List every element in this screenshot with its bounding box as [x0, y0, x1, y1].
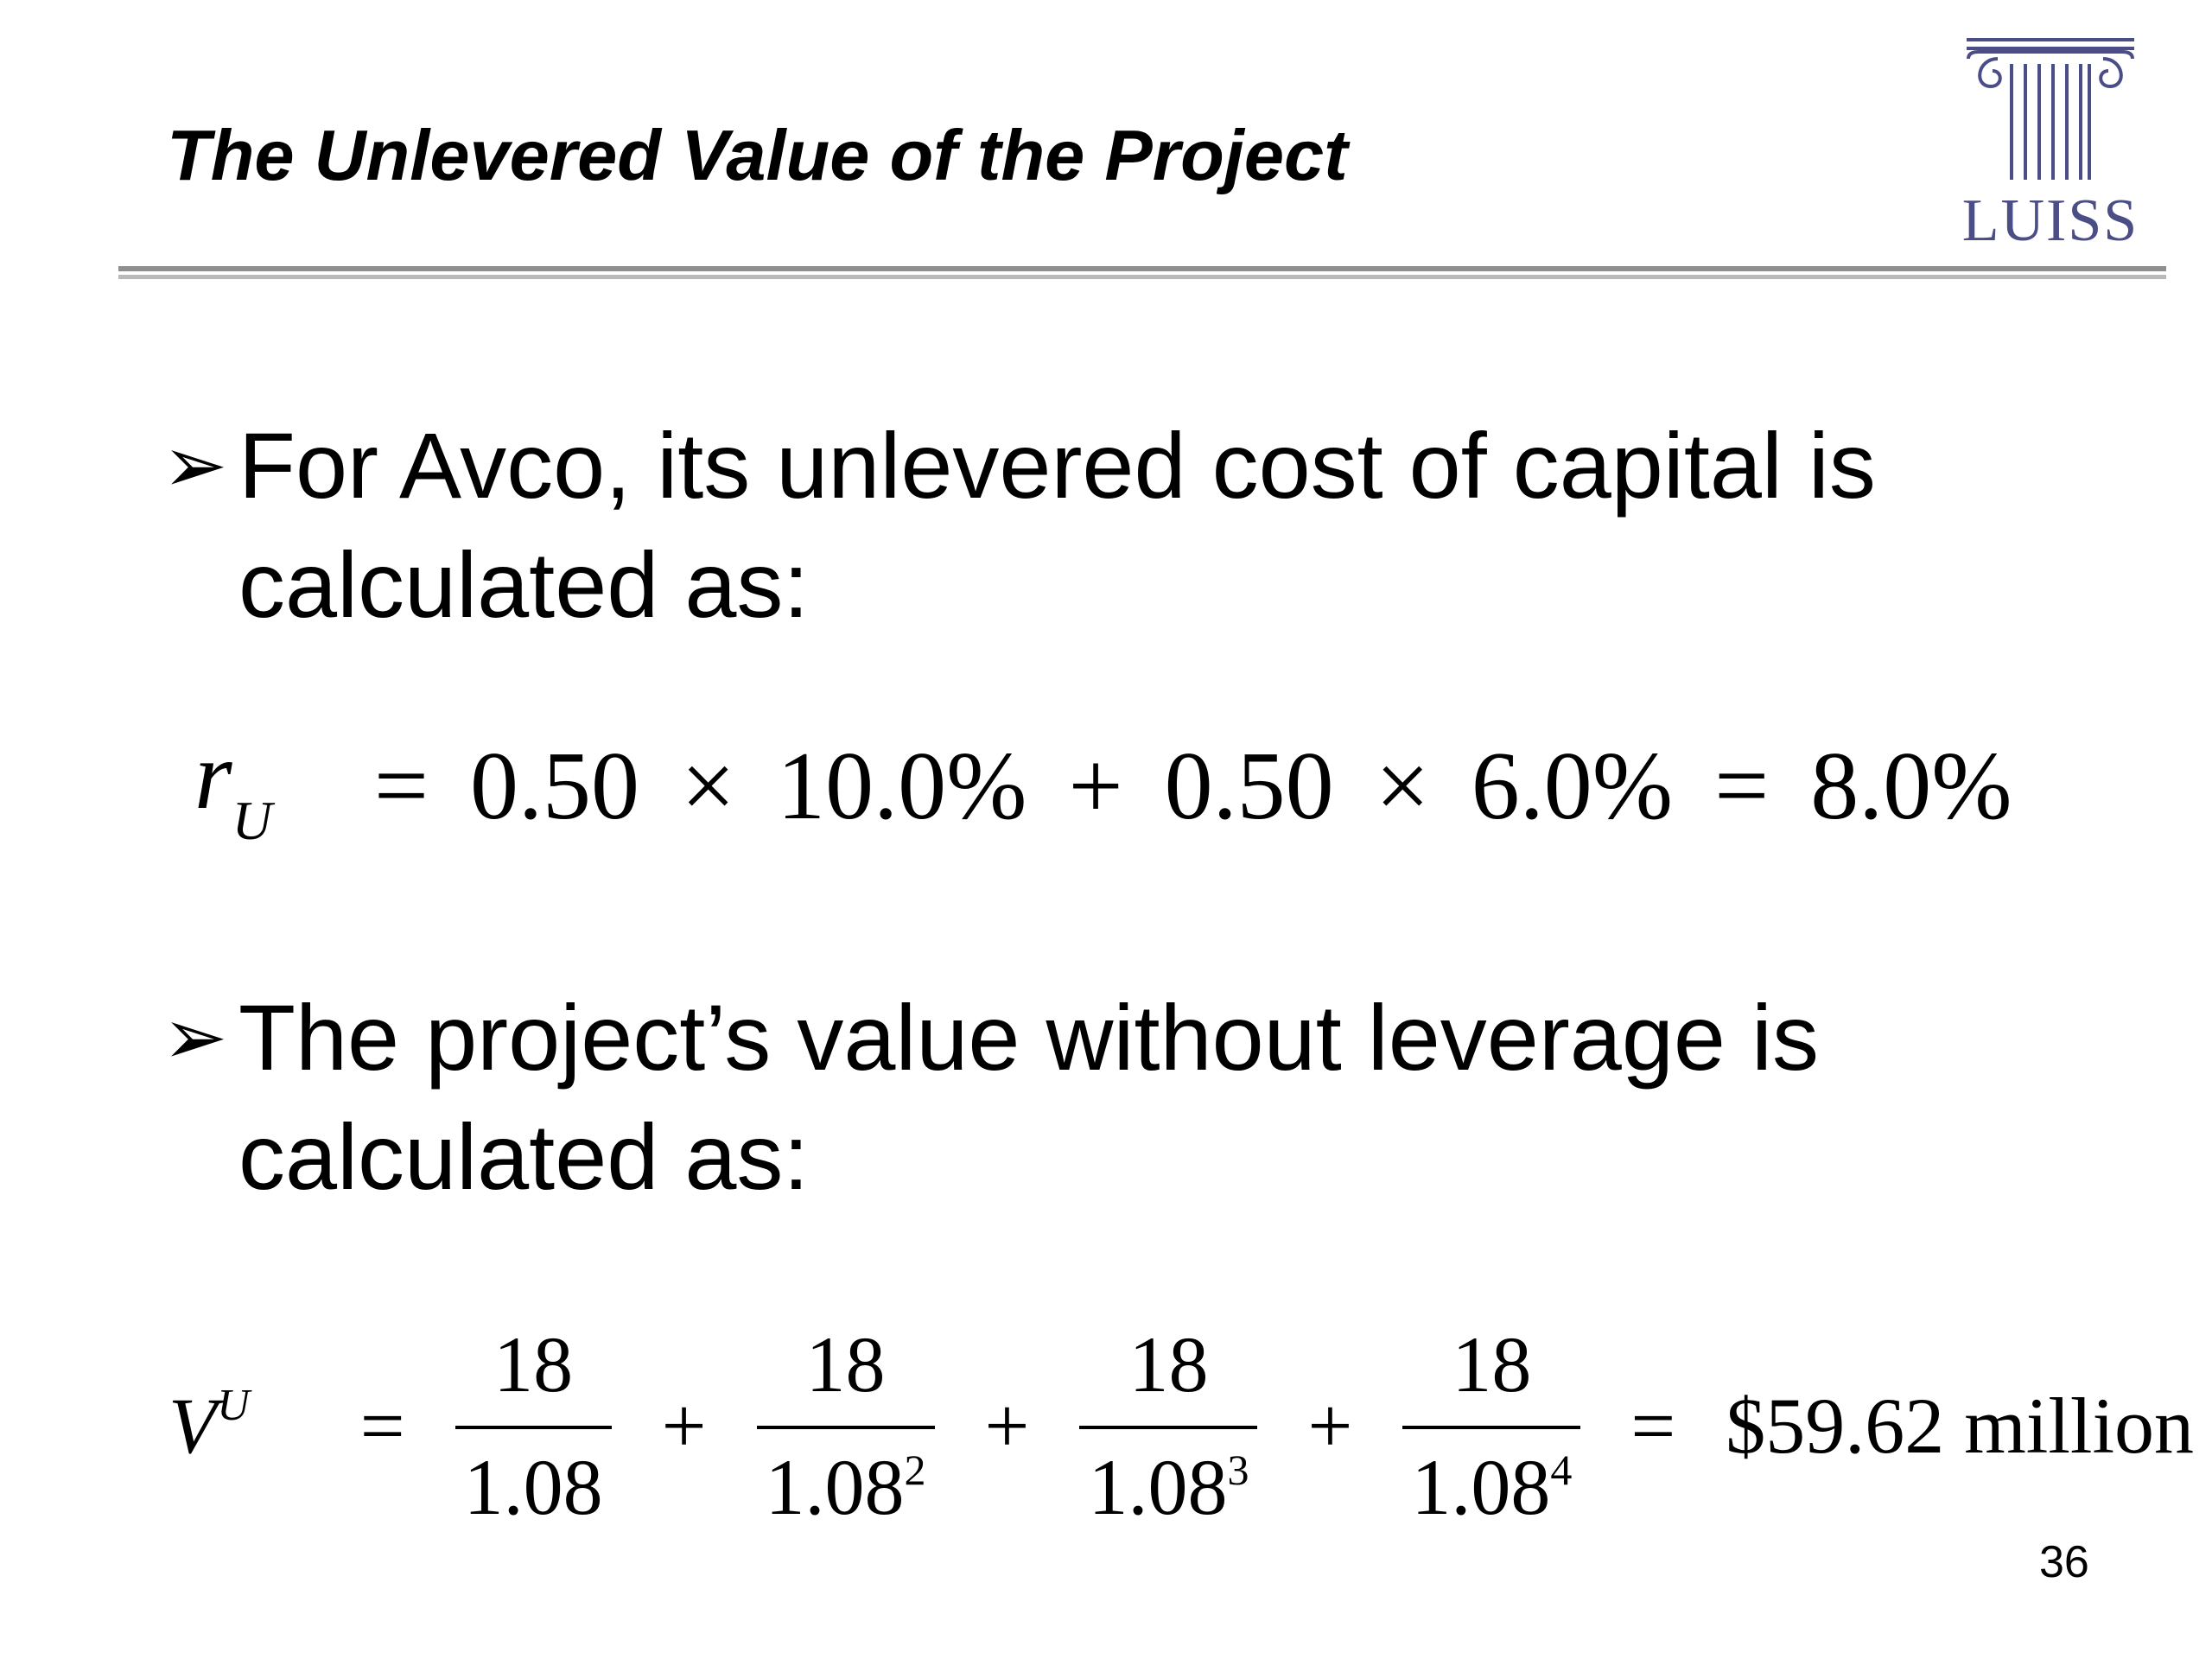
page-number: 36 [2039, 1537, 2089, 1587]
fraction-term-1: 18 1.08 [454, 1319, 612, 1533]
bullet-project-value: ➢ The project’s value without leverage i… [162, 978, 2020, 1217]
arrow-bullet-icon: ➢ [162, 420, 228, 511]
eq2-plus-2: + [984, 1382, 1030, 1470]
fraction-bar [1079, 1426, 1258, 1429]
eq1-variable: rU [194, 721, 272, 851]
equation-unlevered-cost: rU = 0.50 × 10.0% + 0.50 × 6.0% = 8.0% [194, 722, 2012, 851]
eq2-plus-3: + [1307, 1382, 1353, 1470]
fraction-bar [756, 1426, 935, 1429]
column-icon [1967, 38, 2134, 180]
eq1-times-1: × [680, 732, 736, 840]
header-divider-shadow [118, 275, 2166, 279]
eq1-equals-2: = [1714, 732, 1770, 840]
fraction-numerator: 18 [805, 1320, 886, 1408]
eq2-equals-2: = [1630, 1382, 1676, 1470]
bullet-text: For Avco, its unlevered cost of capital … [238, 413, 1876, 637]
eq1-result: 8.0% [1810, 732, 2012, 840]
fraction-numerator: 18 [1128, 1320, 1209, 1408]
eq2-variable: VU [168, 1381, 250, 1470]
header-divider [118, 266, 2166, 271]
fraction-denominator: 1.083 [1088, 1443, 1249, 1531]
eq1-rate-1: 10.0% [777, 732, 1027, 840]
arrow-bullet-icon: ➢ [162, 992, 228, 1083]
eq1-times-2: × [1375, 732, 1430, 840]
fraction-denominator: 1.084 [1411, 1443, 1573, 1531]
fraction-numerator: 18 [1452, 1320, 1532, 1408]
fraction-term-3: 18 1.083 [1079, 1319, 1258, 1533]
fraction-denominator: 1.082 [765, 1443, 926, 1531]
eq2-superscript: U [217, 1381, 250, 1430]
luiss-logo: LUISS [1960, 33, 2141, 254]
eq1-plus: + [1068, 732, 1123, 840]
eq2-equals: = [359, 1382, 405, 1470]
fraction-denominator: 1.08 [463, 1443, 603, 1531]
eq2-result: $59.62 million [1726, 1382, 2195, 1470]
slide-title: The Unlevered Value of the Project [167, 115, 1348, 195]
equation-unlevered-value: VU = 18 1.08 + 18 1.082 + 18 1.083 + 18 … [168, 1296, 2194, 1555]
eq2-plus-1: + [661, 1382, 707, 1470]
fraction-numerator: 18 [493, 1320, 574, 1408]
logo-text: LUISS [1961, 188, 2139, 254]
fraction-term-2: 18 1.082 [756, 1319, 935, 1533]
fraction-bar [1402, 1426, 1581, 1429]
eq1-rate-2: 6.0% [1471, 732, 1674, 840]
eq1-weight-1: 0.50 [469, 732, 639, 840]
eq1-equals: = [373, 732, 429, 840]
fraction-bar [454, 1426, 612, 1429]
bullet-text: The project’s value without leverage is … [238, 985, 1819, 1209]
fraction-term-4: 18 1.084 [1402, 1319, 1581, 1533]
eq1-weight-2: 0.50 [1164, 732, 1334, 840]
bullet-unlevered-cost: ➢ For Avco, its unlevered cost of capita… [162, 406, 2020, 645]
eq1-subscript: U [232, 789, 272, 851]
